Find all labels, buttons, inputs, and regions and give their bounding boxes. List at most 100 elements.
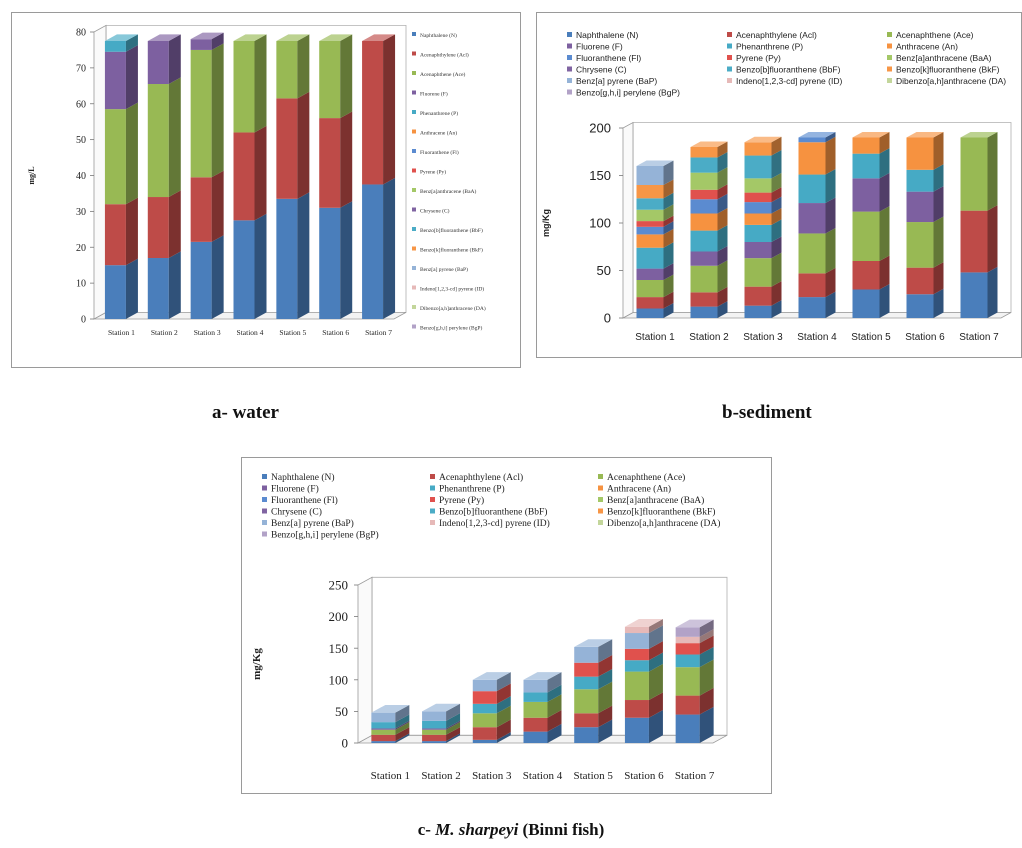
legend-swatch: [412, 188, 416, 192]
bar-segment: [371, 735, 395, 741]
legend-label: Benz[a]anthracene (BaA): [607, 495, 704, 506]
bar-segment: [907, 192, 934, 222]
bar-segment: [473, 704, 497, 713]
caption-fish-prefix: c-: [418, 820, 431, 839]
bar-segment: [691, 199, 718, 213]
legend-swatch: [887, 32, 892, 37]
stacked-bar: [691, 142, 728, 319]
bar-segment: [574, 689, 598, 713]
bar-segment: [191, 242, 212, 319]
bar-segment: [745, 202, 772, 213]
legend-swatch: [412, 110, 416, 114]
bar-segment: [691, 173, 718, 190]
bar-segment: [907, 268, 934, 295]
bar-segment: [371, 741, 395, 743]
stacked-bar: [745, 137, 782, 318]
bar-segment-side: [255, 126, 267, 220]
bar-segment: [853, 178, 880, 211]
y-tick-label: 70: [76, 63, 86, 74]
bar-segment: [473, 691, 497, 704]
bar-segment-side: [934, 186, 944, 222]
legend-swatch: [567, 90, 572, 95]
legend-label: Fluorene (F): [271, 484, 319, 495]
legend-swatch: [598, 520, 603, 525]
caption-water: a- water: [212, 402, 279, 424]
legend-swatch: [430, 509, 435, 514]
y-tick-label: 60: [76, 99, 86, 110]
bar-segment: [853, 261, 880, 290]
stacked-bar: [907, 132, 944, 318]
legend-label: Acenaphthylene (Acl): [420, 52, 469, 59]
bar-segment: [691, 147, 718, 157]
bar-segment-side: [934, 262, 944, 294]
y-tick-label: 50: [335, 704, 348, 719]
bar-segment: [422, 730, 446, 735]
bar-segment-side: [212, 43, 224, 177]
legend-label: Benz[a]anthracene (BaA): [420, 188, 477, 195]
legend-label: Naphthalene (N): [420, 32, 457, 39]
bar-segment-side: [383, 34, 395, 184]
legend-label: Benzo[g,h,i] perylene (BgP): [420, 325, 482, 332]
bar-segment: [637, 248, 664, 269]
bar-segment: [637, 234, 664, 247]
bar-segment: [676, 643, 700, 654]
bar-segment-side: [126, 103, 138, 205]
bar-segment: [745, 258, 772, 287]
y-axis-label: mg/Kg: [541, 209, 551, 237]
legend-swatch: [727, 78, 732, 83]
legend-label: Pyrene (Py): [439, 495, 484, 506]
legend-label: Fluoranthene (Fl): [271, 495, 338, 506]
bar-segment-side: [169, 251, 181, 319]
category-label: Station 5: [279, 328, 306, 337]
bar-segment: [961, 211, 988, 273]
y-tick-label: 80: [76, 28, 86, 39]
bar-segment: [574, 647, 598, 663]
bar-segment: [473, 680, 497, 691]
legend-swatch: [412, 208, 416, 212]
plot-side-wall: [358, 577, 372, 743]
bar-segment: [745, 178, 772, 192]
bar-segment: [799, 203, 826, 233]
bar-segment: [745, 156, 772, 179]
legend-label: Fluoranthene (Fl): [576, 53, 641, 63]
bar-segment: [853, 138, 880, 154]
bar-segment: [676, 667, 700, 695]
legend-label: Benzo[g,h,i] perylene (BgP): [576, 88, 680, 98]
legend-swatch: [412, 266, 416, 270]
legend-label: Benz[a] pyrene (BaP): [576, 76, 657, 86]
stacked-bar: [276, 34, 309, 319]
legend-swatch: [262, 509, 267, 514]
category-label: Station 3: [194, 328, 221, 337]
bar-segment-side: [880, 256, 890, 290]
chart-panel-sediment: 0 50 100 150 200 mg/Kg Station 1 Station 2 Stati…: [536, 12, 1022, 358]
bar-segment-side: [988, 132, 998, 211]
bar-segment: [524, 680, 548, 693]
plot-side-wall: [94, 25, 106, 319]
legend-label: Indeno[1,2,3-cd] pyrene (ID): [439, 518, 550, 529]
stacked-bar: [799, 132, 836, 318]
bar-segment: [691, 266, 718, 293]
bar-segment: [319, 41, 340, 118]
stacked-bar: [574, 639, 612, 743]
bar-segment: [961, 138, 988, 211]
category-label: Station 5: [851, 332, 891, 343]
category-label: Station 6: [624, 770, 664, 782]
bar-segment-side: [826, 169, 836, 203]
stacked-bar: [148, 34, 181, 319]
legend-swatch: [412, 325, 416, 329]
legend-swatch: [262, 532, 267, 537]
bar-segment: [691, 190, 718, 200]
legend-label: Chrysene (C): [271, 507, 322, 518]
bar-segment: [371, 730, 395, 735]
bar-segment: [745, 214, 772, 225]
bar-segment: [276, 98, 297, 198]
stacked-bar: [234, 34, 267, 319]
legend-label: Indeno[1,2,3-cd] pyrene (ID): [420, 286, 484, 293]
bar-segment: [637, 227, 664, 235]
bar-segment: [524, 692, 548, 701]
caption-sediment: b-sediment: [722, 402, 812, 424]
legend-label: Benzo[k]fluoranthene (BkF): [607, 507, 715, 518]
bar-segment: [637, 297, 664, 308]
legend-swatch: [262, 474, 267, 479]
bar-segment: [319, 118, 340, 208]
